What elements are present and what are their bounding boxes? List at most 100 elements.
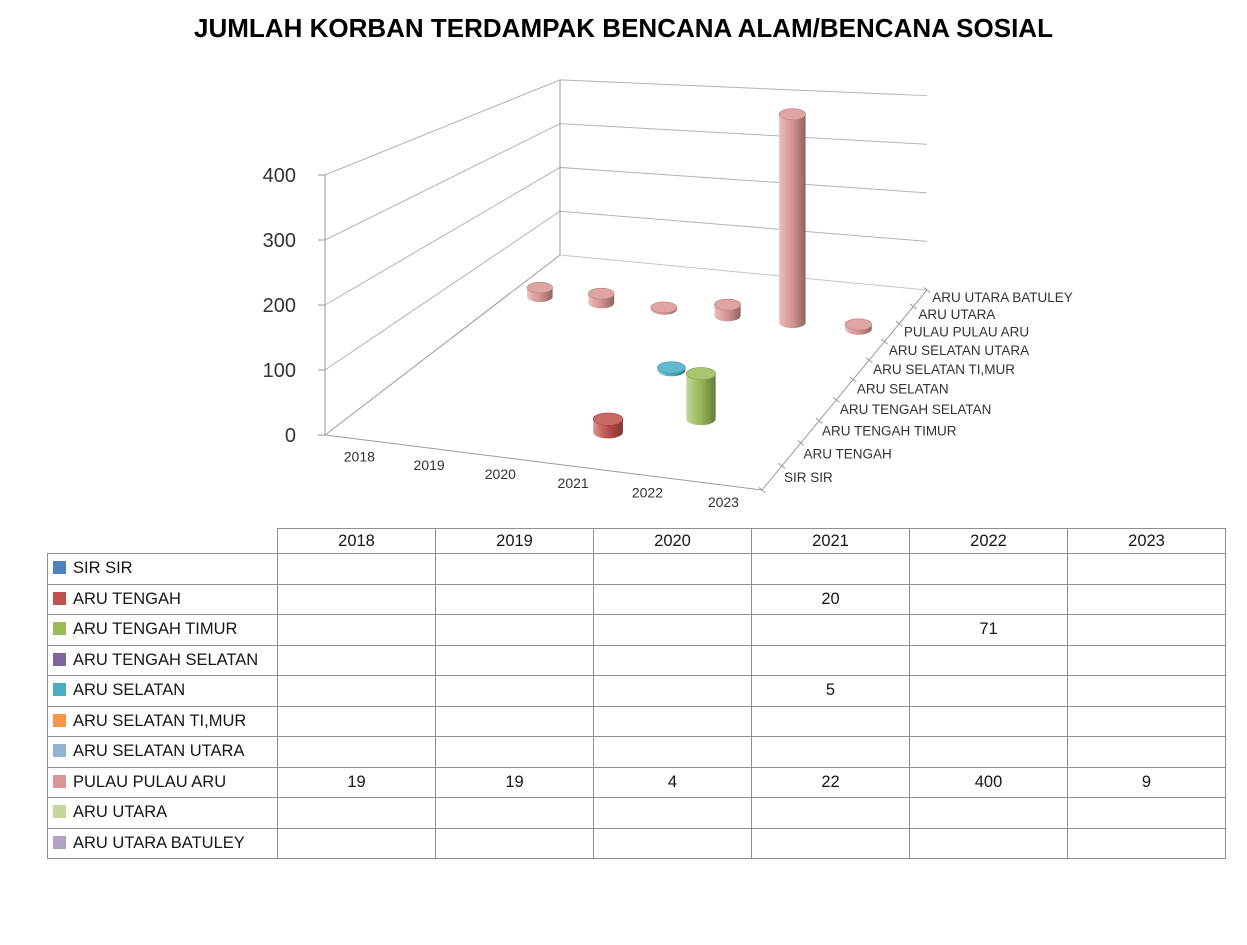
cylinder-top-cap bbox=[588, 287, 615, 300]
table-cell bbox=[277, 553, 436, 585]
table-cell bbox=[277, 614, 436, 646]
table-cell bbox=[909, 705, 1068, 737]
series-axis-tick bbox=[815, 417, 823, 424]
table-cell bbox=[751, 614, 910, 646]
series-axis-tick bbox=[849, 376, 857, 383]
table-cell bbox=[277, 705, 436, 737]
table-column-header: 2022 bbox=[909, 528, 1068, 554]
cylinder-top-cap bbox=[844, 318, 873, 331]
table-cell bbox=[435, 705, 594, 737]
3d-cylinder-chart[interactable]: 0 100 200 300 400 2018 2019 2020 2021 2022 2023 SIR… bbox=[0, 0, 1247, 524]
table-cell: 4 bbox=[593, 766, 752, 798]
legend-swatch-pulau-pulau-aru bbox=[53, 774, 66, 788]
series-axis-tick bbox=[758, 487, 766, 493]
legend-swatch-aru-selatan bbox=[53, 683, 66, 697]
row-label-text: ARU TENGAH bbox=[73, 589, 181, 608]
legend-swatch-aru-tengah bbox=[53, 591, 66, 605]
table-cell bbox=[1067, 614, 1226, 646]
series-axis-tick bbox=[778, 462, 786, 469]
table-cell bbox=[593, 705, 752, 737]
table-row-sir-sir: SIR SIR bbox=[47, 553, 1226, 585]
cylinder-aru-selatan-2021[interactable] bbox=[657, 361, 686, 377]
cylinder-pulau-pulau-aru-2023[interactable] bbox=[844, 318, 873, 335]
table-cell: 19 bbox=[277, 766, 436, 798]
table-cell bbox=[593, 797, 752, 829]
table-cell bbox=[435, 553, 594, 585]
row-label-cell: ARU UTARA bbox=[47, 797, 278, 829]
cylinder-aru-tengah-timur-2022[interactable] bbox=[685, 367, 716, 426]
table-cell bbox=[751, 736, 910, 768]
table-cell bbox=[277, 827, 436, 859]
cylinder-pulau-pulau-aru-2019[interactable] bbox=[588, 287, 615, 309]
value-axis-label: 200 bbox=[263, 295, 296, 317]
table-corner-cell bbox=[47, 528, 278, 554]
table-column-header: 2019 bbox=[435, 528, 594, 554]
series-axis-label: SIR SIR bbox=[784, 470, 833, 485]
table-cell: 5 bbox=[751, 675, 910, 707]
gridline-100 bbox=[324, 210, 928, 371]
row-label-text: ARU SELATAN TI,MUR bbox=[73, 711, 247, 730]
table-cell bbox=[751, 553, 910, 585]
table-row-aru-tengah-selatan: ARU TENGAH SELATAN bbox=[47, 644, 1226, 676]
table-cell bbox=[1067, 827, 1226, 859]
row-label-cell: SIR SIR bbox=[47, 553, 278, 585]
cylinder-top-cap bbox=[526, 281, 553, 294]
table-column-header: 2018 bbox=[277, 528, 436, 554]
table-cell bbox=[751, 797, 910, 829]
cylinders bbox=[526, 108, 873, 439]
series-axis-label: ARU TENGAH bbox=[803, 446, 891, 461]
cylinder-pulau-pulau-aru-2020[interactable] bbox=[650, 301, 678, 315]
series-axis-tick bbox=[797, 439, 805, 446]
table-row-aru-utara: ARU UTARA bbox=[47, 797, 1226, 829]
category-axis-label: 2018 bbox=[344, 448, 375, 464]
legend-swatch-aru-tengah-timur bbox=[53, 622, 66, 636]
axes bbox=[318, 79, 931, 493]
chart-title: JUMLAH KORBAN TERDAMPAK BENCANA ALAM/BEN… bbox=[194, 13, 1053, 43]
table-cell: 400 bbox=[909, 766, 1068, 798]
table-cell: 71 bbox=[909, 614, 1068, 646]
gridline-300 bbox=[324, 123, 928, 241]
table-cell bbox=[1067, 583, 1226, 615]
table-header-row: 2018 2019 2020 2021 2022 2023 bbox=[47, 528, 1226, 554]
row-label-cell: ARU TENGAH TIMUR bbox=[47, 614, 278, 646]
category-axis-label: 2023 bbox=[708, 494, 739, 510]
table-cell bbox=[751, 827, 910, 859]
table-cell bbox=[435, 797, 594, 829]
cylinder-top-cap bbox=[592, 412, 624, 426]
series-axis-tick bbox=[832, 396, 840, 403]
table-cell bbox=[277, 644, 436, 676]
cylinder-pulau-pulau-aru-2018[interactable] bbox=[526, 281, 553, 303]
table-column-header: 2021 bbox=[751, 528, 910, 554]
cylinder-top-cap bbox=[657, 361, 686, 374]
cylinder-body bbox=[686, 373, 716, 426]
row-label-text: ARU TENGAH TIMUR bbox=[73, 620, 238, 639]
table-cell bbox=[277, 736, 436, 768]
row-label-text: ARU TENGAH SELATAN bbox=[73, 650, 259, 669]
cylinder-pulau-pulau-aru-2022[interactable] bbox=[778, 108, 806, 328]
cylinder-top-cap bbox=[714, 298, 741, 311]
wall-gridlines bbox=[324, 79, 928, 371]
series-axis-label: ARU UTARA BATULEY bbox=[932, 290, 1073, 305]
row-label-cell: ARU SELATAN TI,MUR bbox=[47, 705, 278, 737]
table-cell bbox=[909, 827, 1068, 859]
legend-swatch-aru-utara-batuley bbox=[53, 835, 66, 849]
cylinder-body bbox=[779, 114, 806, 328]
data-table: 2018 2019 2020 2021 2022 2023 SIR SIR ARU TENGA… bbox=[47, 528, 1226, 859]
table-cell bbox=[435, 583, 594, 615]
row-label-cell: PULAU PULAU ARU bbox=[47, 766, 278, 798]
category-axis-label: 2019 bbox=[414, 457, 445, 473]
table-cell bbox=[909, 553, 1068, 585]
value-axis-label: 400 bbox=[263, 165, 296, 187]
table-cell bbox=[277, 675, 436, 707]
series-axis-label: ARU SELATAN TI,MUR bbox=[873, 362, 1015, 377]
table-cell bbox=[593, 736, 752, 768]
cylinder-pulau-pulau-aru-2021[interactable] bbox=[714, 298, 741, 322]
table-column-header: 2020 bbox=[593, 528, 752, 554]
table-cell bbox=[1067, 644, 1226, 676]
table-cell: 19 bbox=[435, 766, 594, 798]
row-label-text: SIR SIR bbox=[73, 559, 133, 578]
row-label-text: ARU UTARA BATULEY bbox=[73, 833, 245, 852]
value-axis-label: 100 bbox=[263, 360, 296, 382]
table-cell bbox=[435, 675, 594, 707]
cylinder-aru-tengah-2021[interactable] bbox=[592, 412, 624, 439]
